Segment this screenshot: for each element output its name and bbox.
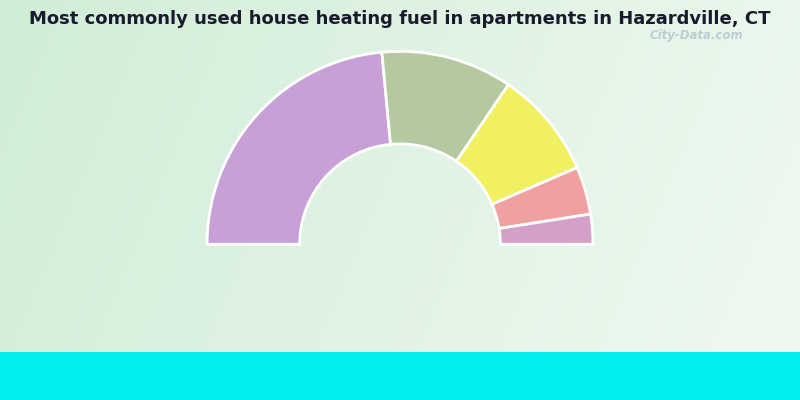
Wedge shape bbox=[456, 85, 577, 204]
Wedge shape bbox=[499, 214, 593, 244]
Text: City-Data.com: City-Data.com bbox=[649, 29, 743, 42]
Wedge shape bbox=[492, 168, 590, 228]
Wedge shape bbox=[382, 51, 509, 161]
Text: Most commonly used house heating fuel in apartments in Hazardville, CT: Most commonly used house heating fuel in… bbox=[30, 10, 770, 28]
Wedge shape bbox=[207, 52, 390, 244]
